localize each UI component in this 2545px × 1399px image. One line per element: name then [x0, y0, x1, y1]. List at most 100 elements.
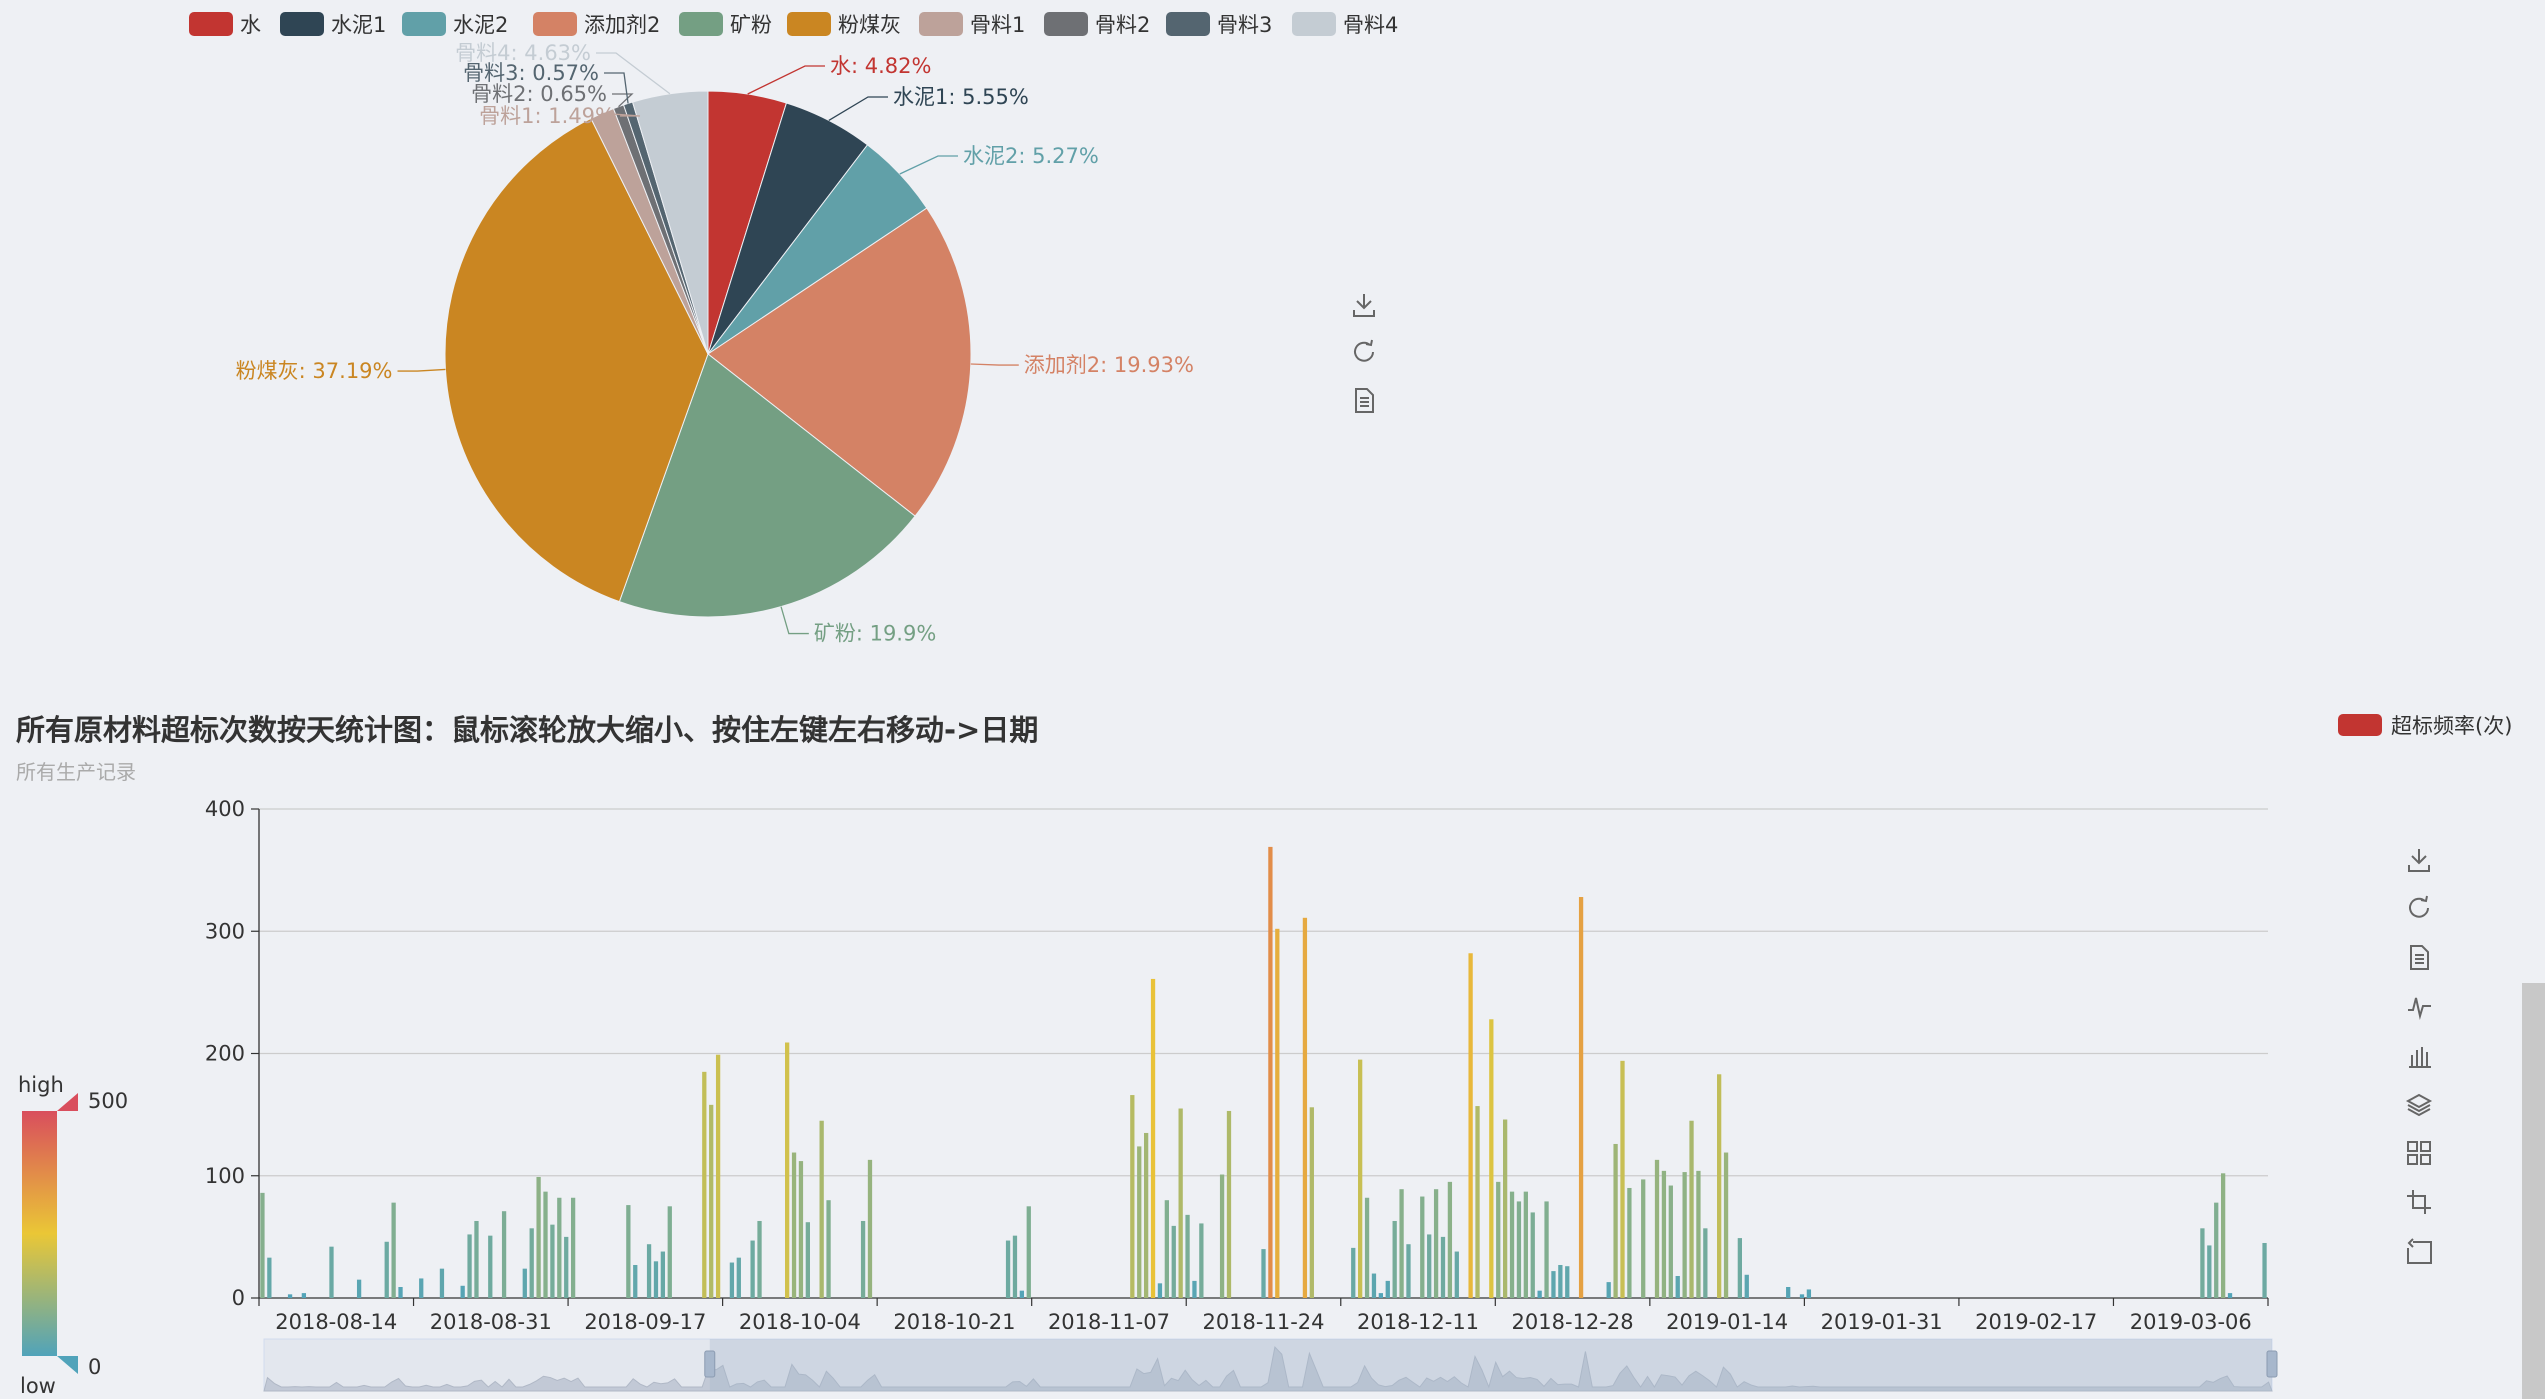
bar[interactable] — [1620, 1060, 1625, 1298]
bar[interactable] — [1171, 1225, 1176, 1298]
bar[interactable] — [1682, 1172, 1687, 1298]
data-view-icon[interactable] — [1355, 388, 1374, 413]
bar[interactable] — [1496, 1181, 1501, 1298]
bar[interactable] — [1530, 1212, 1535, 1298]
pie-legend-item[interactable]: 添加剂2 — [533, 12, 660, 37]
refresh-icon[interactable] — [1354, 339, 1374, 362]
bar[interactable] — [1799, 1294, 1805, 1298]
bar[interactable] — [1185, 1214, 1190, 1298]
download-icon[interactable] — [2408, 849, 2430, 872]
bar[interactable] — [1358, 1059, 1363, 1298]
bar[interactable] — [1157, 1283, 1163, 1298]
bar[interactable] — [1641, 1179, 1646, 1298]
bar[interactable] — [819, 1120, 824, 1298]
bar[interactable] — [1723, 1152, 1729, 1298]
bar[interactable] — [474, 1220, 479, 1298]
bar[interactable] — [1351, 1247, 1356, 1298]
bar[interactable] — [667, 1206, 672, 1298]
bar[interactable] — [1447, 1181, 1453, 1298]
bar[interactable] — [750, 1240, 755, 1298]
data-view-icon[interactable] — [2410, 945, 2429, 970]
bar[interactable] — [1606, 1282, 1611, 1298]
bar[interactable] — [709, 1104, 714, 1298]
bar[interactable] — [329, 1246, 334, 1298]
bar[interactable] — [1696, 1170, 1701, 1298]
bar[interactable] — [391, 1202, 396, 1298]
bar[interactable] — [1627, 1187, 1632, 1298]
bar[interactable] — [1717, 1074, 1722, 1298]
bar-type-icon[interactable] — [2409, 1047, 2431, 1068]
bar[interactable] — [1509, 1191, 1515, 1298]
line-type-icon[interactable] — [2408, 997, 2431, 1020]
bar[interactable] — [1427, 1234, 1432, 1298]
bar[interactable] — [564, 1236, 569, 1298]
bar[interactable] — [1578, 897, 1584, 1298]
pie-legend-item[interactable]: 骨料1 — [919, 12, 1025, 37]
bar[interactable] — [301, 1293, 307, 1298]
bar[interactable] — [1703, 1228, 1708, 1298]
bar[interactable] — [1005, 1240, 1011, 1298]
bar[interactable] — [1654, 1159, 1660, 1298]
bar[interactable] — [867, 1159, 873, 1298]
pie-legend-item[interactable]: 水泥2 — [402, 12, 508, 37]
bar[interactable] — [791, 1152, 797, 1298]
data-zoom-end-handle[interactable] — [2266, 1350, 2278, 1378]
bar[interactable] — [702, 1071, 707, 1298]
bar[interactable] — [529, 1228, 534, 1298]
visual-map-min-handle[interactable] — [57, 1356, 78, 1374]
bar[interactable] — [1302, 917, 1308, 1298]
bar[interactable] — [356, 1279, 362, 1298]
zoom-reset-icon[interactable] — [2407, 1238, 2432, 1264]
bar[interactable] — [646, 1244, 652, 1298]
bar[interactable] — [1178, 1108, 1183, 1298]
bar[interactable] — [260, 1192, 265, 1298]
bar[interactable] — [1468, 953, 1473, 1298]
bar[interactable] — [1744, 1274, 1749, 1298]
bar[interactable] — [439, 1268, 445, 1298]
bar[interactable] — [570, 1197, 576, 1298]
bar[interactable] — [522, 1268, 527, 1298]
bar[interactable] — [488, 1235, 493, 1298]
tiled-icon[interactable] — [2407, 1141, 2431, 1165]
bar[interactable] — [1371, 1273, 1377, 1298]
bar[interactable] — [1523, 1191, 1528, 1298]
bar[interactable] — [2220, 1173, 2226, 1298]
bar[interactable] — [1309, 1107, 1314, 1298]
bar[interactable] — [557, 1197, 562, 1298]
bar[interactable] — [384, 1241, 389, 1298]
bar[interactable] — [1475, 1106, 1480, 1298]
bar[interactable] — [1137, 1146, 1142, 1298]
bar[interactable] — [653, 1261, 659, 1298]
bar[interactable] — [2227, 1293, 2233, 1298]
stack-icon[interactable] — [2405, 1093, 2433, 1117]
pie-slice[interactable] — [707, 207, 972, 517]
bar[interactable] — [1661, 1170, 1667, 1298]
bar[interactable] — [1551, 1271, 1556, 1298]
bar[interactable] — [1226, 1110, 1232, 1298]
bar[interactable] — [1130, 1095, 1135, 1298]
bar[interactable] — [2262, 1242, 2267, 1298]
bar[interactable] — [1544, 1201, 1549, 1298]
visual-map[interactable]: high 500 0 low — [18, 1073, 128, 1398]
visual-map-bar[interactable] — [22, 1111, 57, 1356]
pie-slice[interactable] — [444, 117, 709, 603]
bar[interactable] — [287, 1294, 293, 1298]
refresh-icon[interactable] — [2409, 895, 2429, 918]
bar[interactable] — [1537, 1290, 1542, 1298]
bar[interactable] — [1454, 1251, 1459, 1298]
pie-slice[interactable] — [618, 353, 916, 618]
pie-slice[interactable] — [631, 90, 709, 355]
bar[interactable] — [1150, 978, 1156, 1298]
bar[interactable] — [757, 1220, 762, 1298]
bar[interactable] — [419, 1278, 424, 1298]
bar[interactable] — [2214, 1202, 2219, 1298]
bar[interactable] — [736, 1257, 741, 1298]
bar[interactable] — [1689, 1120, 1694, 1298]
download-icon[interactable] — [1353, 294, 1375, 317]
bar[interactable] — [826, 1200, 831, 1298]
bar[interactable] — [798, 1161, 804, 1298]
bar[interactable] — [1406, 1244, 1411, 1298]
bar[interactable] — [267, 1257, 272, 1298]
bar[interactable] — [1675, 1275, 1680, 1298]
bar[interactable] — [1502, 1119, 1508, 1298]
